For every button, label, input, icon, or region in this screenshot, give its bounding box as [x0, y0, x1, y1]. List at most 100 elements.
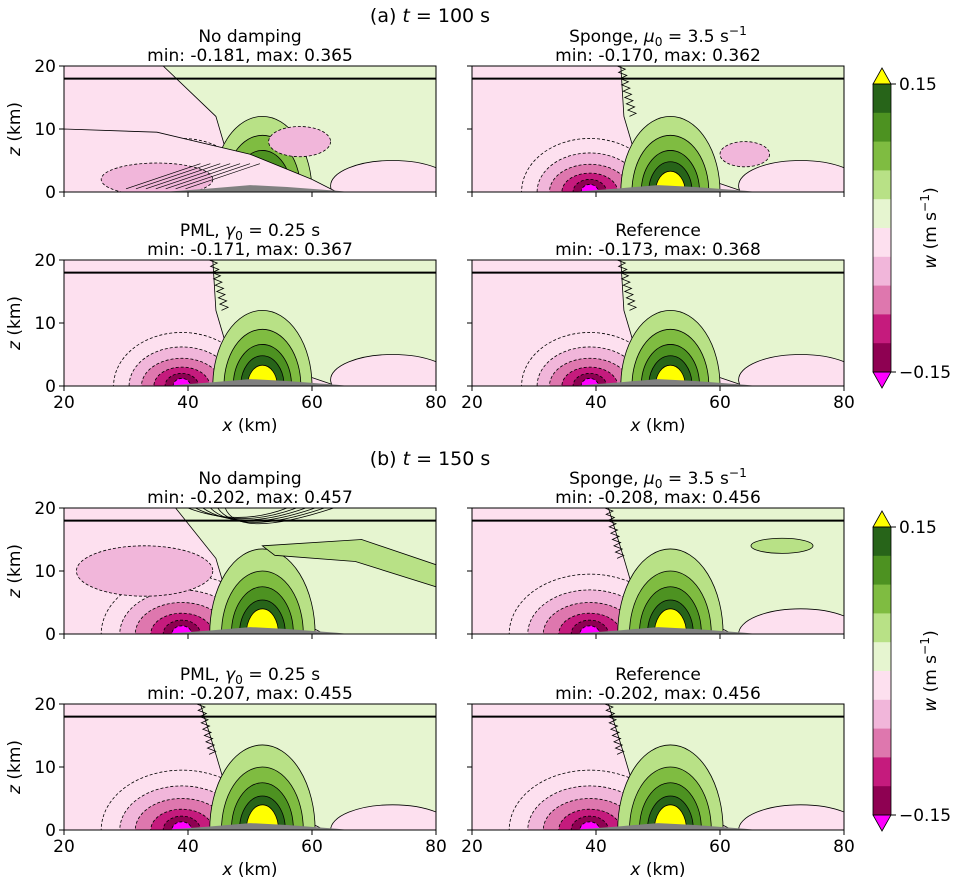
x-tick-label-part: 80	[833, 837, 855, 857]
w-field	[472, 704, 844, 830]
x-tick-label-part: 60	[301, 393, 323, 413]
mountain	[571, 627, 758, 634]
colorbar-segment	[873, 112, 891, 143]
x-tick-label: 40	[585, 393, 607, 413]
steep-wave-line	[125, 163, 201, 190]
wavy-contour	[604, 508, 625, 559]
colorbar-label-part: (m s	[921, 212, 941, 255]
x-tick-label: 80	[833, 393, 855, 413]
negative-contour-5	[172, 378, 191, 386]
colorbar-segment	[873, 527, 891, 557]
panel-stats: min: -0.181, max: 0.365	[147, 46, 353, 66]
colorbar-label-part: −1	[918, 637, 932, 655]
steep-wave-line	[165, 163, 241, 190]
colorbar-extend-min	[872, 371, 892, 389]
panel-title: No damping	[198, 27, 301, 47]
upper-negative-lobe	[268, 126, 332, 158]
mountain	[571, 379, 758, 386]
y-tick-label: 10	[34, 314, 56, 334]
steep-wave-line	[185, 163, 261, 190]
mountain	[163, 185, 350, 192]
wavy-contour	[616, 66, 638, 117]
colorbar-segment	[873, 786, 891, 816]
x-tick-label-part: 60	[709, 393, 731, 413]
y-tick-label-part: 10	[34, 314, 56, 334]
wavy-contour	[196, 704, 217, 755]
section-heading-part: = 100 s	[410, 5, 490, 27]
x-tick-label: 40	[177, 393, 199, 413]
section-heading-part: t	[402, 5, 411, 27]
panel-stats-part: min: -0.170, max: 0.362	[555, 46, 761, 66]
y-axis-label-part: (km)	[5, 102, 25, 147]
y-tick-label-part: 20	[34, 57, 56, 77]
colorbar-label: w (m s−1​)	[918, 630, 941, 711]
colorbar-segment	[873, 170, 891, 200]
colorbar-extend-max	[872, 67, 892, 85]
x-axis-label-part: x	[629, 860, 641, 880]
colorbar-extend-max	[872, 510, 892, 528]
colorbar-segment	[873, 757, 891, 787]
upper-wave-line	[195, 508, 297, 520]
y-tick-label-part: 10	[34, 562, 56, 582]
mountain	[163, 823, 350, 830]
panel-title-part: = 0.25 s	[243, 665, 320, 685]
colorbar-label-part: )	[921, 187, 941, 194]
y-tick-label-part: 10	[34, 758, 56, 778]
w-field	[64, 66, 436, 192]
x-tick-label: 80	[425, 393, 447, 413]
y-tick-label-part: 0	[45, 821, 56, 841]
panel-stats-part: min: -0.208, max: 0.456	[555, 488, 761, 508]
x-axis-label: x (km)	[629, 860, 685, 880]
panel-title: PML, γ0​ = 0.25 s	[180, 221, 320, 243]
panel-title-part: PML,	[180, 665, 225, 685]
colorbar-segment	[873, 699, 891, 730]
colorbar-label: w (m s−1​)	[918, 187, 941, 268]
wavy-contour	[604, 704, 625, 755]
x-axis-label-part: (km)	[232, 860, 277, 880]
colorbar-extend-min	[872, 814, 892, 832]
y-tick-label: 0	[45, 625, 56, 645]
x-axis-label: x (km)	[221, 416, 277, 436]
upper-wave-line	[224, 508, 334, 525]
panel-stats-part: min: -0.181, max: 0.365	[147, 46, 353, 66]
panel-title: Reference	[615, 221, 701, 241]
x-tick-label: 40	[177, 837, 199, 857]
w-field	[64, 704, 436, 830]
panel-title-part: PML,	[180, 221, 225, 241]
panel-title-part: −1	[729, 24, 747, 38]
x-tick-label: 20	[461, 393, 483, 413]
trailing-lobe	[330, 354, 436, 386]
panel-stats: min: -0.171, max: 0.367	[147, 240, 353, 260]
colorbar-segment	[873, 141, 891, 171]
colorbar-label-part: −1	[918, 194, 932, 212]
x-tick-label: 40	[585, 837, 607, 857]
panel-title-part: = 0.25 s	[243, 221, 320, 241]
negative-contour-5	[580, 378, 599, 386]
colorbar-segment	[873, 642, 891, 672]
upper-negative-lobe	[719, 141, 770, 168]
reflected-positive-band	[261, 539, 436, 588]
colorbar-tick-label: 0.15	[899, 518, 937, 538]
x-tick-label-part: 40	[585, 393, 607, 413]
x-axis-label-part: x	[221, 860, 233, 880]
panel-stats-part: min: -0.202, max: 0.456	[555, 684, 761, 704]
panel-title-part: 0	[235, 673, 243, 687]
panel-stats-part: min: -0.171, max: 0.367	[147, 240, 353, 260]
x-axis-label-part: x	[629, 416, 641, 436]
panel-title-part: 0	[655, 477, 663, 491]
colorbar-tick-label: −0.15	[899, 363, 951, 383]
panel-stats-part: min: -0.207, max: 0.455	[147, 684, 353, 704]
x-tick-label-part: 80	[833, 393, 855, 413]
panel-title-part: γ	[225, 221, 236, 241]
y-tick-label: 20	[34, 695, 56, 715]
upper-wave-line	[217, 508, 325, 523]
reflected-negative-band	[76, 545, 214, 597]
y-tick-label-part: 20	[34, 695, 56, 715]
x-tick-label-part: 80	[425, 393, 447, 413]
trailing-lobe	[738, 160, 844, 192]
x-tick-label-part: 20	[53, 837, 75, 857]
